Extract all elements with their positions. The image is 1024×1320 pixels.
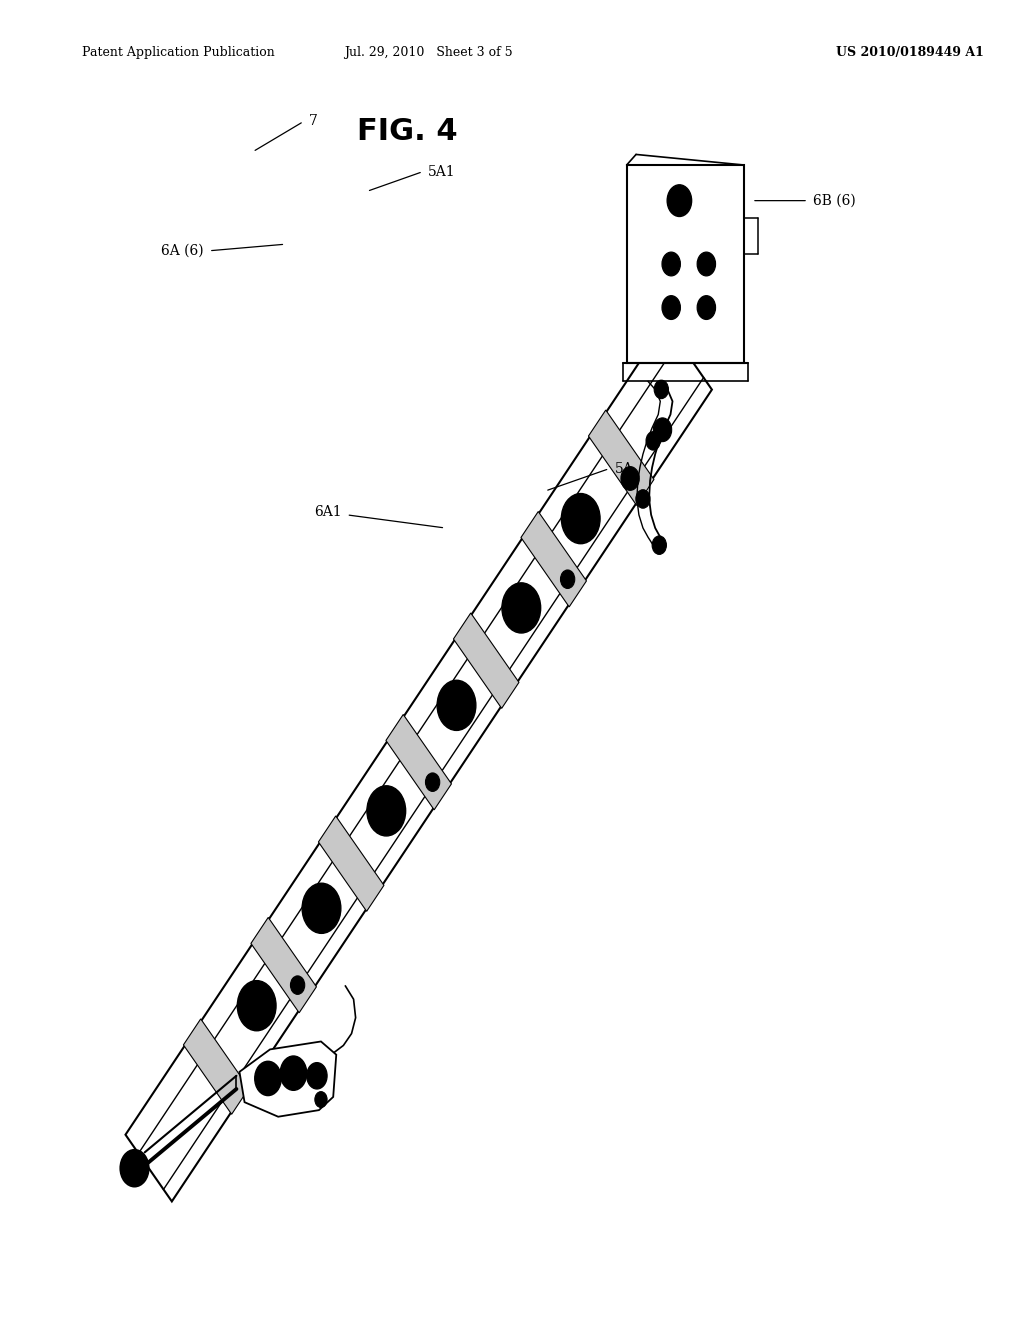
Text: 5A: 5A <box>614 462 633 475</box>
Polygon shape <box>240 1041 336 1117</box>
Circle shape <box>426 774 439 792</box>
Text: 6A1: 6A1 <box>313 506 341 519</box>
Circle shape <box>621 466 639 490</box>
Circle shape <box>367 785 406 836</box>
Text: Patent Application Publication: Patent Application Publication <box>82 46 274 59</box>
Polygon shape <box>521 512 587 607</box>
Text: FIG. 4: FIG. 4 <box>357 117 458 147</box>
Polygon shape <box>454 612 519 709</box>
Circle shape <box>502 583 541 634</box>
Circle shape <box>307 1063 327 1089</box>
Circle shape <box>314 1092 327 1107</box>
Circle shape <box>302 883 341 933</box>
Circle shape <box>290 1068 298 1078</box>
Circle shape <box>255 1061 282 1096</box>
Polygon shape <box>126 323 712 1201</box>
Circle shape <box>646 432 660 450</box>
Circle shape <box>315 900 328 916</box>
Polygon shape <box>589 411 654 506</box>
Circle shape <box>291 975 305 994</box>
Text: 7: 7 <box>309 115 317 128</box>
Circle shape <box>663 296 680 319</box>
Circle shape <box>668 185 691 216</box>
Circle shape <box>636 490 650 508</box>
Circle shape <box>238 981 276 1031</box>
Text: 6B (6): 6B (6) <box>813 194 856 207</box>
Circle shape <box>264 1073 272 1084</box>
Circle shape <box>437 680 476 730</box>
Text: Jul. 29, 2010   Sheet 3 of 5: Jul. 29, 2010 Sheet 3 of 5 <box>344 46 512 59</box>
Circle shape <box>574 511 587 527</box>
Circle shape <box>561 494 600 544</box>
Circle shape <box>281 1056 307 1090</box>
Circle shape <box>654 380 669 399</box>
Polygon shape <box>386 714 452 810</box>
Polygon shape <box>318 816 384 911</box>
Text: 6A (6): 6A (6) <box>161 244 204 257</box>
Polygon shape <box>183 1019 249 1114</box>
Circle shape <box>251 998 263 1014</box>
Circle shape <box>697 296 716 319</box>
Polygon shape <box>251 917 316 1012</box>
Circle shape <box>451 697 463 713</box>
Circle shape <box>380 803 392 818</box>
Bar <box>627 165 743 363</box>
Circle shape <box>697 252 716 276</box>
Text: 5A1: 5A1 <box>428 165 456 178</box>
Circle shape <box>663 252 680 276</box>
Circle shape <box>652 536 667 554</box>
Circle shape <box>120 1150 148 1187</box>
Circle shape <box>515 601 527 616</box>
Text: US 2010/0189449 A1: US 2010/0189449 A1 <box>836 46 983 59</box>
Circle shape <box>653 418 672 442</box>
Circle shape <box>560 570 574 589</box>
